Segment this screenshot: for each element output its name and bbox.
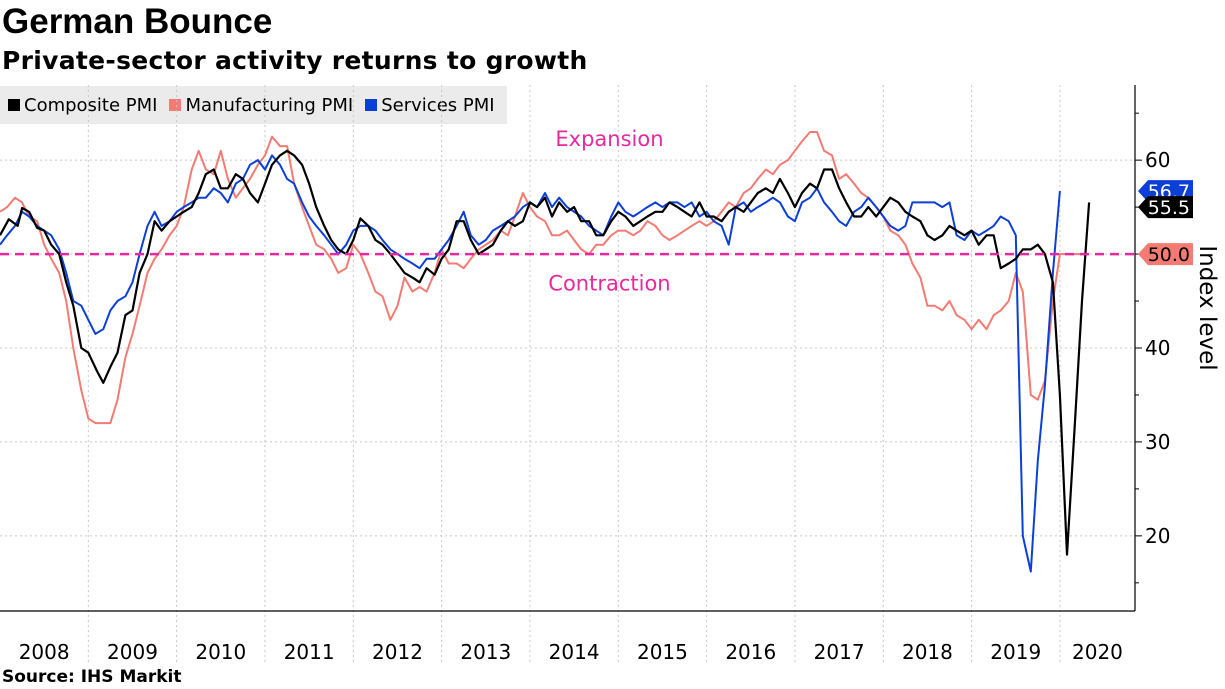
chart-subtitle: Private-sector activity returns to growt… — [2, 46, 588, 75]
series-line-manufacturing — [0, 131, 1090, 425]
composite-end-label: 55.5 — [1138, 196, 1193, 219]
legend-label-composite: Composite PMI — [24, 94, 158, 116]
threshold-value-label: 50.0 — [1138, 243, 1193, 266]
expansion-annotation: Expansion — [555, 127, 663, 151]
legend-item-services: Services PMI — [365, 94, 495, 116]
series-line-services — [0, 154, 1061, 573]
x-tick-label: 2013 — [460, 640, 511, 664]
y-tick-label: 40 — [1145, 336, 1170, 360]
x-tick-label: 2012 — [372, 640, 423, 664]
x-tick-label: 2017 — [814, 640, 865, 664]
x-tick-label: 2018 — [902, 640, 953, 664]
legend-item-composite: Composite PMI — [8, 95, 157, 116]
composite-end-label-bg — [1138, 196, 1193, 219]
legend-swatch-manufacturing — [169, 99, 182, 111]
x-tick-label: 2020 — [1072, 640, 1123, 664]
x-tick-label: 2019 — [990, 640, 1041, 664]
chart-title: German Bounce — [2, 2, 273, 41]
y-tick-label: 20 — [1145, 524, 1170, 548]
threshold-value-label-bg — [1138, 243, 1193, 266]
x-tick-label: 2011 — [284, 640, 335, 664]
y-tick-label: 30 — [1145, 430, 1170, 454]
x-tick-label: 2009 — [107, 640, 158, 664]
x-tick-label: 2015 — [637, 640, 688, 664]
legend-label-services: Services PMI — [381, 94, 495, 116]
contraction-annotation: Contraction — [548, 272, 670, 296]
legend-item-manufacturing: Manufacturing PMI — [169, 95, 353, 116]
legend-swatch-composite — [8, 99, 20, 111]
x-tick-label: 2008 — [19, 640, 70, 664]
source-note: Source: IHS Markit — [2, 667, 182, 687]
x-tick-label: 2010 — [195, 640, 246, 664]
legend-swatch-services — [365, 99, 378, 111]
composite-end-label-text: 55.5 — [1148, 197, 1190, 219]
x-tick-label: 2016 — [725, 640, 776, 664]
threshold-value-label-text: 50.0 — [1148, 244, 1190, 266]
y-axis-label: Index level — [1194, 245, 1220, 370]
legend: Composite PMI Manufacturing PMI Services… — [0, 86, 507, 124]
legend-label-manufacturing: Manufacturing PMI — [185, 94, 354, 116]
x-tick-label: 2014 — [549, 640, 600, 664]
series-line-composite — [0, 149, 1091, 556]
y-tick-label: 60 — [1145, 148, 1170, 172]
